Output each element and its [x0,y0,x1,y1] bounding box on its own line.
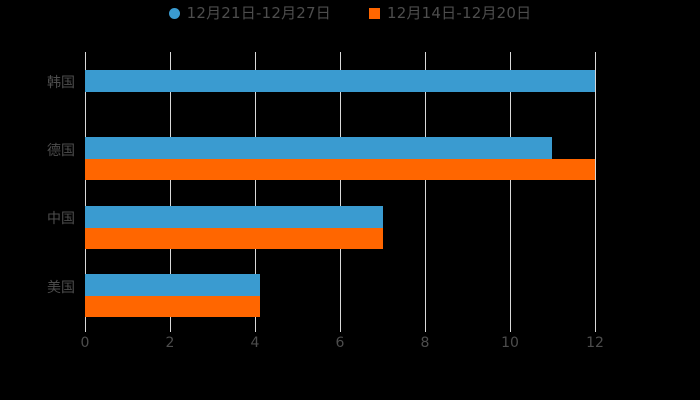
tick-mark-6 [340,326,341,332]
tick-mark-4 [255,326,256,332]
bar-美国-series-2[interactable] [85,296,260,317]
gridline-4 [255,52,256,326]
tick-mark-0 [85,326,86,332]
gridline-10 [510,52,511,326]
bar-中国-series-1[interactable] [85,206,383,228]
bar-中国-series-2[interactable] [85,228,383,249]
x-axis-label-12: 12 [586,335,604,351]
gridline-8 [425,52,426,326]
circle-icon [168,8,180,19]
tick-mark-8 [425,326,426,332]
tick-mark-12 [595,326,596,332]
y-axis-label-3: 美国 [47,280,75,296]
y-axis-labels: 韩国 德国 中国 美国 [0,52,75,326]
x-axis-label-2: 2 [165,335,175,351]
legend-item-series-2[interactable]: 12月14日-12月20日 [369,6,531,21]
x-axis-label-6: 6 [335,335,345,351]
legend-label-series-1: 12月21日-12月27日 [186,4,331,22]
plot-area [85,52,596,326]
tick-mark-10 [510,326,511,332]
y-axis-label-0: 韩国 [47,75,75,91]
tick-mark-2 [170,326,171,332]
y-axis-label-2: 中国 [47,211,75,227]
square-icon [369,8,380,19]
legend-item-series-1[interactable]: 12月21日-12月27日 [168,4,331,22]
x-axis-label-4: 4 [250,335,260,351]
gridline-12 [595,52,596,326]
gridline-0 [85,52,86,326]
bar-德国-series-2[interactable] [85,159,595,180]
x-axis-label-10: 10 [501,335,519,351]
chart-legend: 12月21日-12月27日 12月14日-12月20日 [0,6,700,21]
x-axis-label-0: 0 [80,335,90,351]
bar-韩国-series-1[interactable] [85,70,595,92]
y-axis-label-1: 德国 [47,143,75,159]
gridline-6 [340,52,341,326]
x-axis-label-8: 8 [420,335,430,351]
bar-美国-series-1[interactable] [85,274,260,296]
bar-德国-series-1[interactable] [85,137,552,159]
gridline-2 [170,52,171,326]
legend-label-series-2: 12月14日-12月20日 [387,4,532,22]
